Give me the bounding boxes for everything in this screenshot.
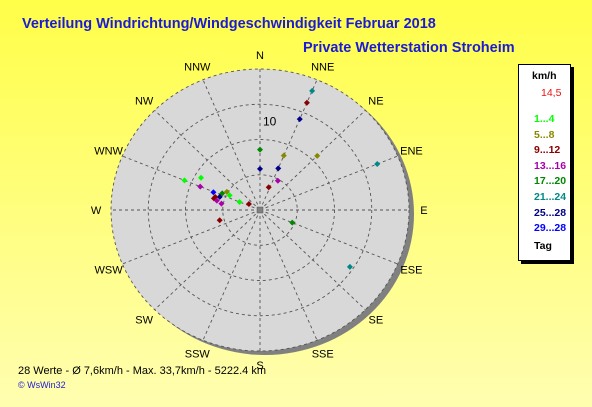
wind-point bbox=[198, 174, 205, 181]
grid-ring bbox=[110, 68, 410, 352]
direction-label: NNE bbox=[311, 62, 334, 74]
grid-spoke bbox=[154, 109, 261, 211]
wind-point bbox=[216, 217, 223, 224]
wind-point bbox=[275, 165, 282, 172]
legend-item: 21...24 bbox=[534, 191, 567, 203]
legend-item: 25...28 bbox=[534, 206, 567, 219]
legend-tag: Tag bbox=[534, 240, 552, 252]
wind-point bbox=[303, 99, 310, 106]
wind-point bbox=[236, 198, 243, 205]
legend-item: 5...8 bbox=[534, 128, 555, 141]
wind-point bbox=[210, 189, 217, 196]
wind-point bbox=[223, 188, 230, 195]
chart-subtitle: Private Wetterstation Stroheim bbox=[303, 40, 515, 56]
grid-spoke bbox=[259, 109, 366, 211]
direction-label: ESE bbox=[400, 264, 422, 276]
grid-spokes bbox=[111, 69, 409, 351]
direction-label: ENE bbox=[400, 146, 423, 158]
wind-point bbox=[219, 190, 226, 197]
direction-label: SSE bbox=[312, 348, 334, 360]
wind-point bbox=[374, 161, 381, 168]
direction-label: SW bbox=[135, 315, 153, 327]
data-points bbox=[181, 87, 381, 270]
legend: km/h 14,5 1...4 5...8 9...12 13...16 17...20… bbox=[518, 64, 571, 261]
direction-label: W bbox=[91, 205, 102, 217]
wind-point bbox=[296, 116, 303, 123]
wind-point bbox=[265, 184, 272, 191]
direction-label: N bbox=[256, 50, 264, 62]
direction-label: E bbox=[420, 205, 427, 217]
wind-point bbox=[314, 152, 321, 159]
grid-spoke bbox=[259, 155, 398, 211]
chart-title: Verteilung Windrichtung/Windgeschwindigk… bbox=[22, 16, 436, 32]
grid-spoke bbox=[122, 155, 261, 211]
legend-item: 1...4 bbox=[534, 113, 555, 125]
wind-point bbox=[274, 177, 281, 184]
wind-point bbox=[289, 219, 296, 226]
wind-point bbox=[218, 200, 225, 207]
direction-label: WNW bbox=[94, 146, 123, 158]
wind-point bbox=[245, 200, 252, 207]
grid-spoke bbox=[259, 209, 366, 311]
wind-point bbox=[346, 263, 353, 270]
legend-item: 13...16 bbox=[534, 159, 567, 172]
direction-labels: N NNE NE ENE E ESE SE SSE S SSW SW WSW W WNW NW NNW bbox=[91, 50, 428, 372]
direction-label: S bbox=[256, 360, 263, 372]
direction-label: SSW bbox=[185, 348, 211, 360]
wind-point bbox=[197, 183, 204, 190]
wind-point bbox=[280, 152, 287, 159]
wind-point bbox=[213, 197, 220, 204]
wind-point bbox=[257, 146, 263, 153]
footer-credit: © WsWin32 bbox=[18, 380, 66, 390]
direction-label: NW bbox=[135, 95, 154, 107]
legend-item: 9...12 bbox=[534, 144, 561, 157]
legend-value: 14,5 bbox=[541, 87, 562, 99]
grid-spoke bbox=[122, 209, 261, 265]
center-marker bbox=[256, 206, 264, 214]
grid-ring bbox=[147, 103, 373, 317]
direction-label: WSW bbox=[95, 264, 124, 276]
direction-label: SE bbox=[369, 315, 384, 327]
legend-item: 17...20 bbox=[534, 175, 567, 188]
grid-spoke bbox=[154, 209, 261, 311]
wind-point bbox=[216, 193, 223, 200]
legend-title: km/h bbox=[532, 70, 557, 82]
wind-point bbox=[226, 192, 233, 199]
direction-label: NE bbox=[368, 95, 383, 107]
wind-point bbox=[257, 165, 263, 172]
legend-item: 29...28 bbox=[534, 222, 567, 235]
radial-tick-label: 10 bbox=[263, 114, 277, 128]
footer-stats: 28 Werte - Ø 7,6km/h - Max. 33,7km/h - 5… bbox=[18, 365, 266, 377]
wind-point bbox=[181, 177, 188, 184]
grid-spoke bbox=[259, 209, 398, 265]
wind-point bbox=[309, 87, 316, 94]
direction-label: NNW bbox=[184, 62, 211, 74]
